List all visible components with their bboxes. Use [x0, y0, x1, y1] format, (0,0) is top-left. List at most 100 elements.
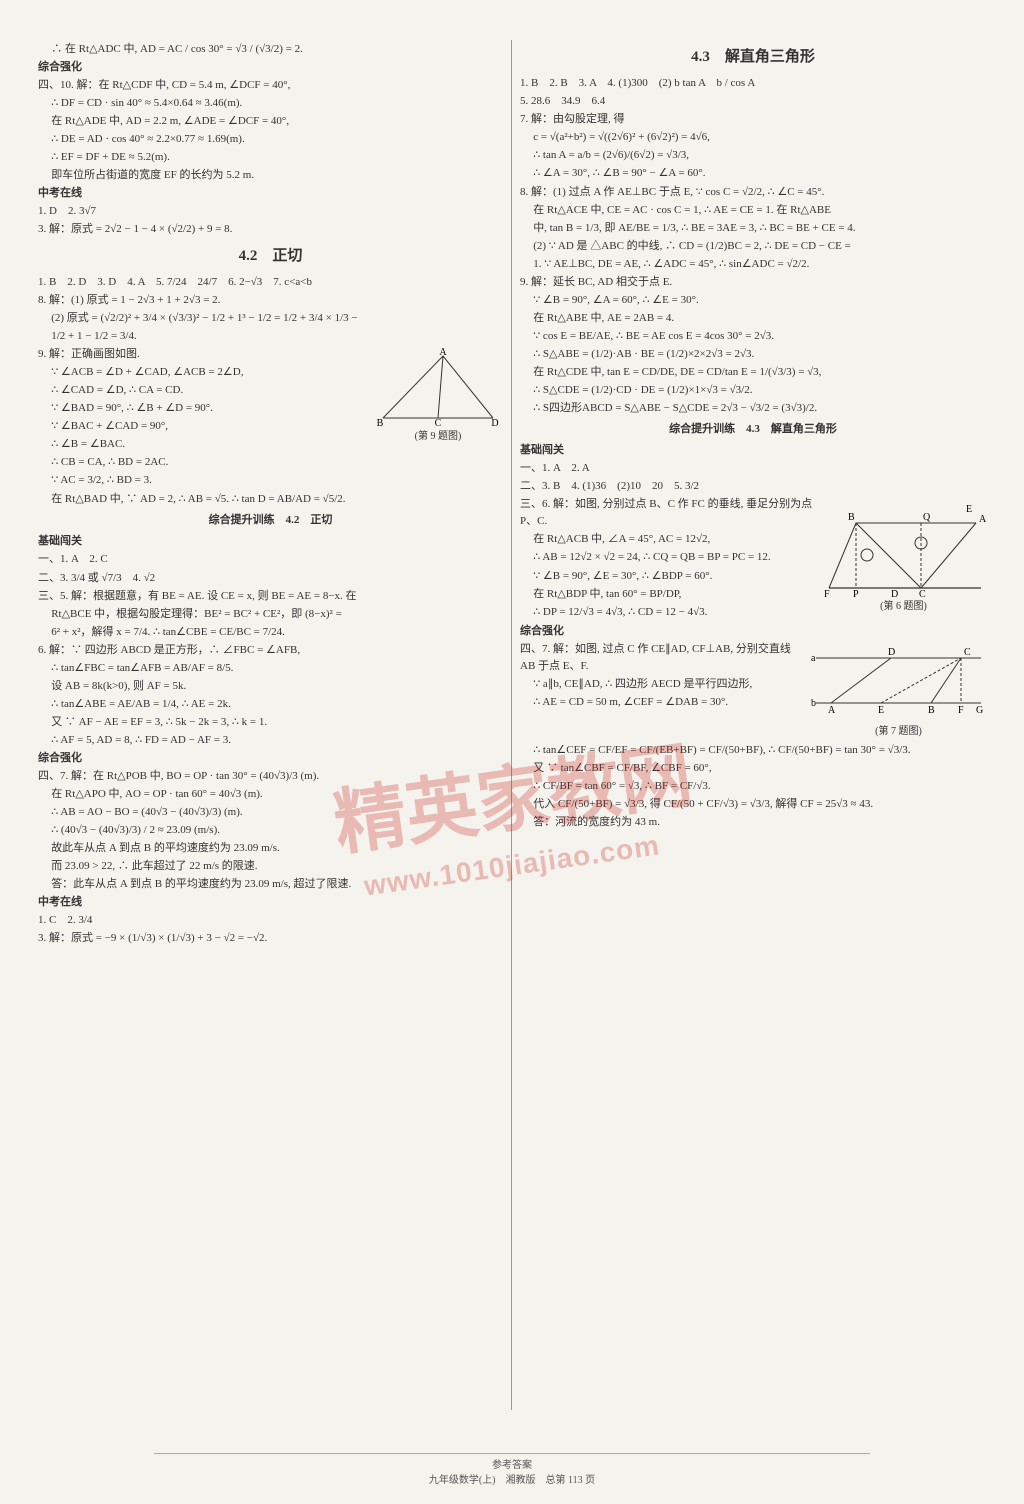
fig9-D: D	[491, 418, 498, 428]
line: 1. ∵ AE⊥BC, DE = AE, ∴ ∠ADC = 45°, ∴ sin…	[520, 256, 986, 273]
line: 1. B 2. D 3. D 4. A 5. 7/24 24/7 6. 2−√3…	[38, 274, 503, 291]
line: 8. 解：(1) 原式 = 1 − 2√3 + 1 + 2√3 = 2.	[38, 292, 503, 309]
line: 三、5. 解：根据题意，有 BE = AE. 设 CE = x, 则 BE = …	[38, 588, 503, 605]
line: ∴ (40√3 − (40√3)/3) / 2 ≈ 23.09 (m/s).	[38, 822, 503, 839]
line: 又 ∵ AF − AE = EF = 3, ∴ 5k − 2k = 3, ∴ k…	[38, 714, 503, 731]
line: 而 23.09 > 22, ∴ 此车超过了 22 m/s 的限速.	[38, 858, 503, 875]
fig6-C: C	[919, 589, 926, 598]
line: 1. D 2. 3√7	[38, 203, 503, 220]
page-footer: 参考答案 九年级数学(上) 湘教版 总第 113 页	[0, 1451, 1024, 1486]
fig7-C: C	[964, 647, 971, 658]
line: 在 Rt△CDE 中, tan E = CD/DE, DE = CD/tan E…	[520, 364, 986, 381]
line: 二、3. 3/4 或 √7/3 4. √2	[38, 570, 503, 587]
footer-line1: 参考答案	[0, 1456, 1024, 1471]
subtitle: 综合提升训练 4.3 解直角三角形	[520, 421, 986, 438]
line: 在 Rt△ABE 中, AE = 2AB = 4.	[520, 310, 986, 327]
fig7-D: D	[888, 647, 895, 658]
line: 1/2 + 1 − 1/2 = 3/4.	[38, 328, 503, 345]
line: 在 Rt△ACE 中, CE = AC · cos C = 1, ∴ AE = …	[520, 202, 986, 219]
figure-7-wrap: a b A D C E B F G (第 7 题图)	[811, 643, 986, 740]
line: 在 Rt△BAD 中, ∵ AD = 2, ∴ AB = √5. ∴ tan D…	[38, 491, 503, 508]
fig6-Q: Q	[923, 512, 931, 523]
line: 6. 解：∵ 四边形 ABCD 是正方形，∴ ∠FBC = ∠AFB,	[38, 642, 503, 659]
line: (2) 原式 = (√2/2)² + 3/4 × (√3/3)² − 1/2 +…	[38, 310, 503, 327]
fig9-A: A	[439, 348, 447, 358]
line: 答：此车从点 A 到点 B 的平均速度约为 23.09 m/s, 超过了限速.	[38, 876, 503, 893]
fig7-b: b	[811, 698, 816, 709]
line: ∵ ∠B = 90°, ∠A = 60°, ∴ ∠E = 30°.	[520, 292, 986, 309]
line: ∴ CB = CA, ∴ BD = 2AC.	[38, 454, 503, 471]
fig6-D: D	[891, 589, 898, 598]
line: 四、10. 解：在 Rt△CDF 中, CD = 5.4 m, ∠DCF = 4…	[38, 77, 503, 94]
heading: 综合强化	[520, 623, 986, 640]
heading: 中考在线	[38, 894, 503, 911]
figure-6-svg: E B Q A F P D C	[821, 498, 986, 598]
figure-9-svg: A B C D	[373, 348, 503, 428]
line: ∴ EF = DF + DE ≈ 5.2(m).	[38, 149, 503, 166]
line: ∴ ∠A = 30°, ∴ ∠B = 90° − ∠A = 60°.	[520, 165, 986, 182]
figure-7-svg: a b A D C E B F G	[811, 643, 986, 723]
fig7-E: E	[878, 705, 884, 716]
line: ∴ 在 Rt△ADC 中, AD = AC / cos 30° = √3 / (…	[38, 41, 503, 58]
fig6-P: P	[853, 589, 859, 598]
fig9-C: C	[435, 418, 442, 428]
line: 答：河流的宽度约为 43 m.	[520, 814, 986, 831]
line: ∴ S四边形ABCD = S△ABE − S△CDE = 2√3 − √3/2 …	[520, 400, 986, 417]
line: 四、7. 解：在 Rt△POB 中, BO = OP · tan 30° = (…	[38, 768, 503, 785]
left-column: ∴ 在 Rt△ADC 中, AD = AC / cos 30° = √3 / (…	[30, 40, 512, 1410]
line: 1. C 2. 3/4	[38, 912, 503, 929]
line: 故此车从点 A 到点 B 的平均速度约为 23.09 m/s.	[38, 840, 503, 857]
figure-6-caption: (第 6 题图)	[821, 599, 986, 615]
line: 一、1. A 2. A	[520, 460, 986, 477]
line: Rt△BCE 中，根据勾股定理得：BE² = BC² + CE²，即 (8−x)…	[38, 606, 503, 623]
fig7-A: A	[828, 705, 836, 716]
heading: 综合强化	[38, 59, 503, 76]
line: 即车位所占街道的宽度 EF 的长约为 5.2 m.	[38, 167, 503, 184]
heading: 基础闯关	[520, 442, 986, 459]
line: 中, tan B = 1/3, 即 AE/BE = 1/3, ∴ BE = 3A…	[520, 220, 986, 237]
line: ∵ cos E = BE/AE, ∴ BE = AE cos E = 4cos …	[520, 328, 986, 345]
line: 1. B 2. B 3. A 4. (1)300 (2) b tan A b /…	[520, 75, 986, 92]
figure-6-wrap: E B Q A F P D C (第 6 题图)	[821, 498, 986, 615]
fig7-F: F	[958, 705, 964, 716]
fig6-E: E	[966, 504, 972, 515]
line: 3. 解：原式 = 2√2 − 1 − 4 × (√2/2) + 9 = 8.	[38, 221, 503, 238]
heading: 综合强化	[38, 750, 503, 767]
line: ∴ DF = CD · sin 40° ≈ 5.4×0.64 ≈ 3.46(m)…	[38, 95, 503, 112]
fig9-B: B	[377, 418, 384, 428]
line: 6² + x²，解得 x = 7/4. ∴ tan∠CBE = CE/BC = …	[38, 624, 503, 641]
page: 精英家教网 www.1010jiajiao.com ∴ 在 Rt△ADC 中, …	[0, 0, 1024, 1440]
line: 在 Rt△ADE 中, AD = 2.2 m, ∠ADE = ∠DCF = 40…	[38, 113, 503, 130]
line: ∴ AB = AO − BO = (40√3 − (40√3)/3) (m).	[38, 804, 503, 821]
line: 7. 解：由勾股定理, 得	[520, 111, 986, 128]
figure-9-caption: (第 9 题图)	[373, 429, 503, 445]
line: (2) ∵ AD 是 △ABC 的中线, ∴ CD = (1/2)BC = 2,…	[520, 238, 986, 255]
fig6-A: A	[979, 514, 986, 525]
line: ∴ tan A = a/b = (2√6)/(6√2) = √3/3,	[520, 147, 986, 164]
fig6-F: F	[824, 589, 830, 598]
line: 二、3. B 4. (1)36 (2)10 20 5. 3/2	[520, 478, 986, 495]
heading: 中考在线	[38, 185, 503, 202]
line: 一、1. A 2. C	[38, 551, 503, 568]
line: ∴ CF/BF = tan 60° = √3, ∴ BF = CF/√3.	[520, 778, 986, 795]
figure-9-wrap: A B C D (第 9 题图)	[373, 348, 503, 445]
line: ∵ AC = 3/2, ∴ BD = 3.	[38, 472, 503, 489]
line: 代入 CF/(50+BF) = √3/3, 得 CF/(50 + CF/√3) …	[520, 796, 986, 813]
line: ∴ S△CDE = (1/2)·CD · DE = (1/2)×1×√3 = √…	[520, 382, 986, 399]
fig7-G: G	[976, 705, 983, 716]
subtitle: 综合提升训练 4.2 正切	[38, 512, 503, 529]
line: c = √(a²+b²) = √((2√6)² + (6√2)²) = 4√6,	[520, 129, 986, 146]
fig7-B: B	[928, 705, 935, 716]
line: ∴ tan∠FBC = tan∠AFB = AB/AF = 8/5.	[38, 660, 503, 677]
line: 在 Rt△APO 中, AO = OP · tan 60° = 40√3 (m)…	[38, 786, 503, 803]
section-title-42: 4.2 正切	[38, 245, 503, 268]
section-title-43: 4.3 解直角三角形	[520, 46, 986, 69]
line: ∴ AF = 5, AD = 8, ∴ FD = AD − AF = 3.	[38, 732, 503, 749]
line: 9. 解：延长 BC, AD 相交于点 E.	[520, 274, 986, 291]
line: ∴ S△ABE = (1/2)·AB · BE = (1/2)×2×2√3 = …	[520, 346, 986, 363]
line: ∴ DE = AD · cos 40° ≈ 2.2×0.77 ≈ 1.69(m)…	[38, 131, 503, 148]
line: 8. 解：(1) 过点 A 作 AE⊥BC 于点 E, ∵ cos C = √2…	[520, 184, 986, 201]
right-column: 4.3 解直角三角形 1. B 2. B 3. A 4. (1)300 (2) …	[512, 40, 994, 1410]
heading: 基础闯关	[38, 533, 503, 550]
line: 又 ∵ tan∠CBF = CF/BF, ∠CBF = 60°,	[520, 760, 986, 777]
